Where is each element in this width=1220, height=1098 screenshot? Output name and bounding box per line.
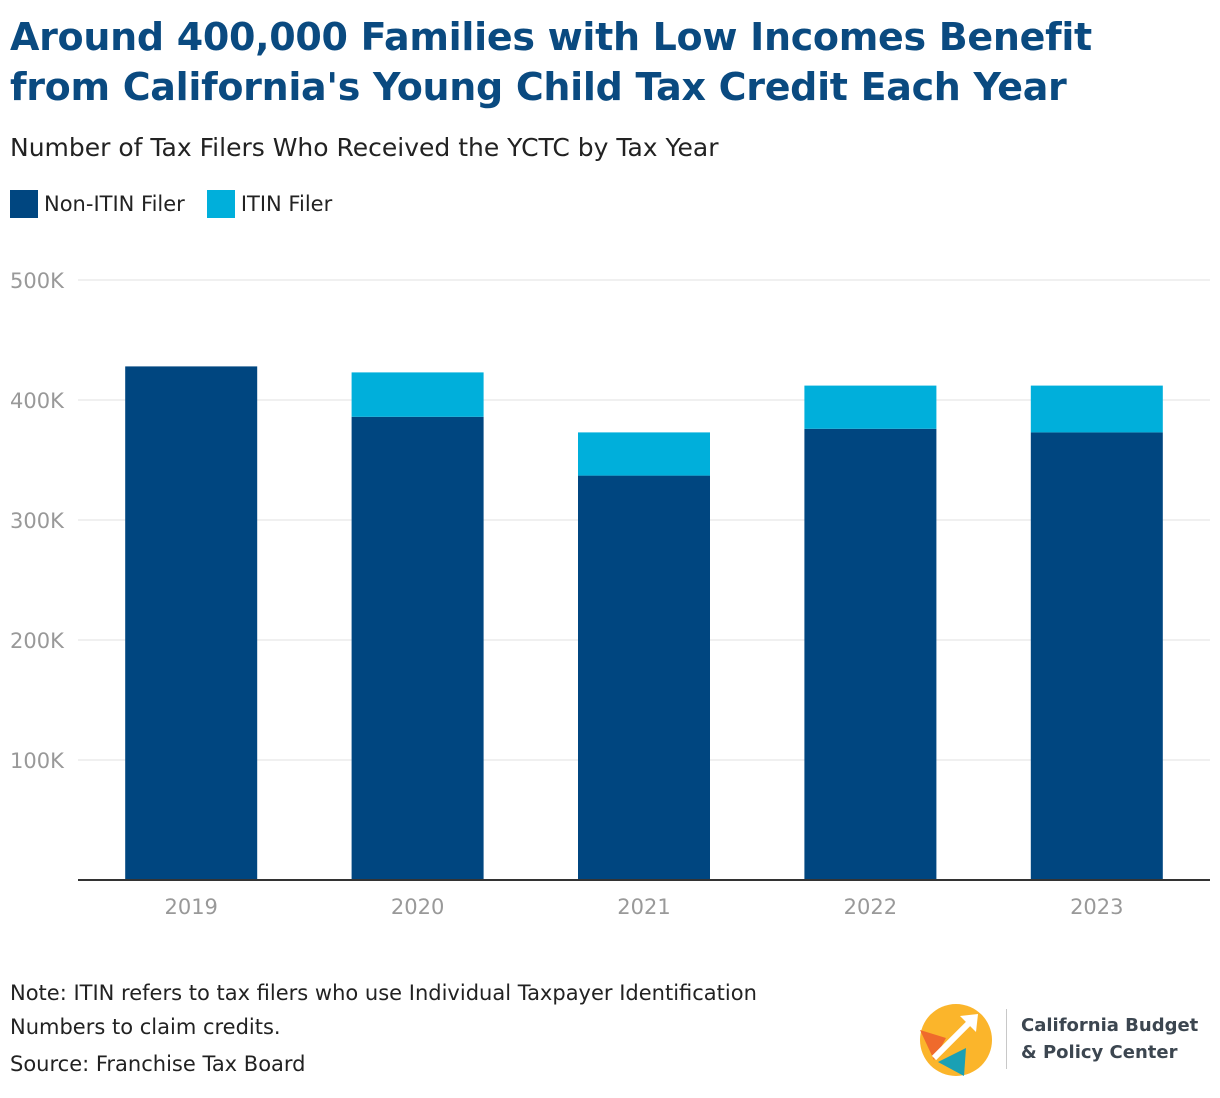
x-tick-label: 2020	[391, 895, 444, 919]
logo-divider	[1006, 1009, 1007, 1069]
y-tick-label: 400K	[10, 389, 65, 413]
legend-label-itin: ITIN Filer	[240, 192, 333, 216]
legend-label-non-itin: Non-ITIN Filer	[44, 192, 185, 216]
chart-legend: Non-ITIN Filer ITIN Filer	[10, 190, 354, 218]
chart-title-line-2: from California's Young Child Tax Credit…	[10, 65, 1067, 109]
y-tick-label: 300K	[10, 509, 65, 533]
y-tick-label: 500K	[10, 269, 65, 293]
logo-text-line-2: & Policy Center	[1021, 1042, 1178, 1063]
y-tick-label: 100K	[10, 749, 65, 773]
legend-item-non-itin: Non-ITIN Filer	[10, 190, 185, 218]
logo-mark-icon	[920, 1004, 992, 1076]
chart-title: Around 400,000 Families with Low Incomes…	[10, 12, 1210, 112]
bar-itin	[351, 372, 484, 417]
bar-non-itin	[125, 366, 258, 880]
bar-non-itin	[804, 428, 937, 880]
chart-source: Source: Franchise Tax Board	[10, 1052, 306, 1076]
bar-itin	[578, 432, 710, 476]
bar-non-itin	[351, 416, 484, 880]
y-tick-label: 200K	[10, 629, 65, 653]
x-tick-label: 2019	[164, 895, 217, 919]
bar-non-itin	[1030, 432, 1163, 880]
legend-swatch-non-itin	[10, 190, 38, 218]
stacked-bar-chart: 100K 200K 300K 400K 500K 2019 2020 2021 2022 2023	[10, 269, 1210, 919]
chart-note: Note: ITIN refers to tax filers who use …	[10, 981, 757, 1039]
logo-text-line-1: California Budget	[1021, 1015, 1199, 1036]
x-tick-label: 2023	[1070, 895, 1123, 919]
legend-swatch-itin	[206, 190, 235, 218]
x-tick-label: 2021	[617, 895, 670, 919]
x-tick-label: 2022	[844, 895, 897, 919]
chart-subtitle: Number of Tax Filers Who Received the YC…	[10, 133, 719, 162]
bar-non-itin	[578, 475, 710, 880]
legend-item-itin: ITIN Filer	[206, 190, 333, 218]
logo: California Budget & Policy Center	[916, 1002, 1198, 1076]
chart-title-line-1: Around 400,000 Families with Low Incomes…	[10, 15, 1092, 59]
bar-itin	[1030, 385, 1163, 433]
bar-itin	[804, 385, 937, 429]
logo-text: California Budget & Policy Center	[1021, 1012, 1198, 1066]
